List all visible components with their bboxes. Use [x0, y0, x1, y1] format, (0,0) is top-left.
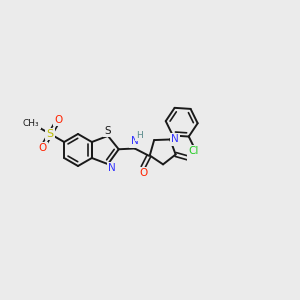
Text: H: H	[136, 131, 143, 140]
Text: N: N	[108, 163, 116, 173]
Text: S: S	[47, 129, 54, 139]
Text: O: O	[139, 168, 147, 178]
Text: N: N	[131, 136, 139, 146]
Text: S: S	[105, 126, 111, 136]
Text: N: N	[171, 134, 179, 145]
Text: O: O	[54, 115, 62, 125]
Text: O: O	[188, 150, 196, 160]
Text: Cl: Cl	[188, 146, 199, 156]
Text: O: O	[38, 143, 46, 153]
Text: CH₃: CH₃	[23, 118, 40, 127]
